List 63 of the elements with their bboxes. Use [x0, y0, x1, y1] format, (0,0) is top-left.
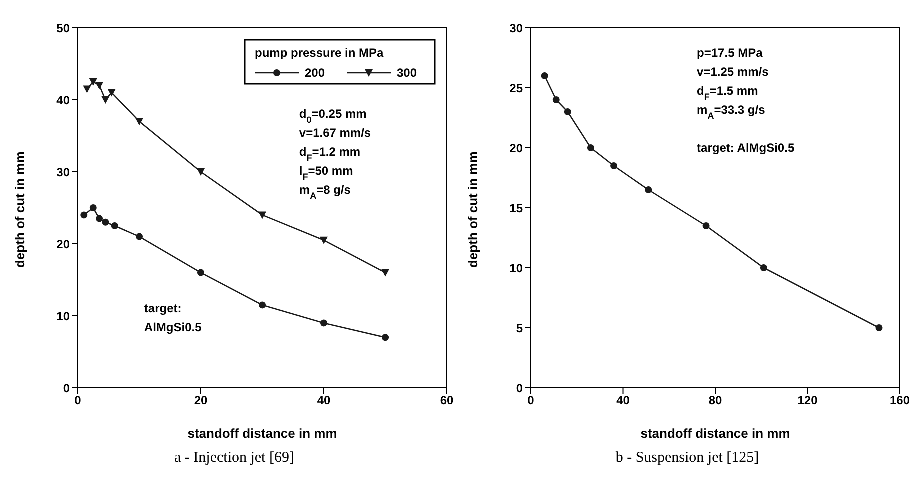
x-tick-label: 0 [528, 394, 535, 408]
y-axis-title: depth of cut in mm [12, 152, 28, 268]
point [90, 204, 97, 212]
point [83, 86, 92, 94]
text: b - Suspension jet [125] [614, 450, 760, 467]
y-tick-label: 50 [56, 21, 70, 36]
point [382, 269, 390, 277]
x-tick-label: 0 [74, 394, 82, 408]
text: p=17.5 MPa v=1.25 mm/s d$_{F}$=1.5 mm m$_{A}$=33.3 g/s target: AlMgSi0.5 [697, 46, 795, 155]
y-tick-label: 15 [510, 201, 524, 216]
point [587, 144, 594, 152]
point [760, 264, 768, 272]
y-axis-title: depth of cut in mm [466, 152, 481, 268]
y-tick-label: 30 [510, 21, 524, 36]
point [89, 78, 98, 86]
point [382, 334, 389, 342]
x-tick-label: 40 [317, 394, 331, 408]
x-tick-label: 80 [708, 394, 722, 408]
point [102, 218, 110, 226]
point [111, 222, 118, 230]
point [702, 222, 710, 230]
y-tick-label: 10 [56, 309, 70, 324]
x-axis-title: standoff distance in mm [640, 426, 790, 441]
point [96, 215, 104, 222]
x-tick-label: 40 [616, 394, 630, 408]
y-tick-label: 40 [56, 93, 70, 108]
point [108, 89, 116, 97]
point [876, 324, 883, 332]
point [552, 96, 560, 104]
point [80, 212, 88, 219]
y-tick-label: 30 [56, 165, 70, 180]
point [259, 302, 266, 309]
legend-title: pump pressure in MPa [255, 46, 384, 60]
point [610, 162, 618, 170]
point [96, 82, 104, 90]
text: d$_{0}$=0.25 mm v=1.67 mm/s d$_{F}$=1.2 mm l$_{F}$=50 mm m$_{A}$=8 g/s [299, 107, 372, 201]
y-tick-label: 0 [516, 381, 524, 396]
point [136, 118, 144, 126]
y-tick-label: 25 [510, 81, 524, 96]
x-tick-label: 60 [440, 394, 454, 408]
x-tick-label: 120 [798, 394, 818, 408]
annotation: target: AlMgSi0.5 [144, 301, 202, 334]
point [320, 320, 328, 327]
legend-label: 200 [305, 66, 326, 80]
point [258, 212, 266, 220]
x-tick-label: 20 [194, 394, 208, 408]
text: a - Injection jet [69] [174, 450, 296, 467]
y-tick-label: 20 [56, 237, 70, 252]
point [102, 96, 110, 104]
point [197, 168, 205, 176]
legend-label: 300 [397, 66, 418, 80]
x-axis-title: standoff distance in mm [188, 426, 338, 441]
y-tick-label: 20 [510, 141, 524, 156]
point [320, 236, 328, 244]
y-tick-label: 0 [63, 381, 70, 396]
point [541, 72, 548, 80]
point [645, 186, 652, 194]
y-tick-label: 10 [510, 261, 524, 276]
x-tick-label: 160 [890, 394, 910, 408]
point [136, 233, 143, 240]
point [198, 269, 204, 276]
point [564, 108, 572, 116]
y-tick-label: 5 [516, 321, 524, 336]
